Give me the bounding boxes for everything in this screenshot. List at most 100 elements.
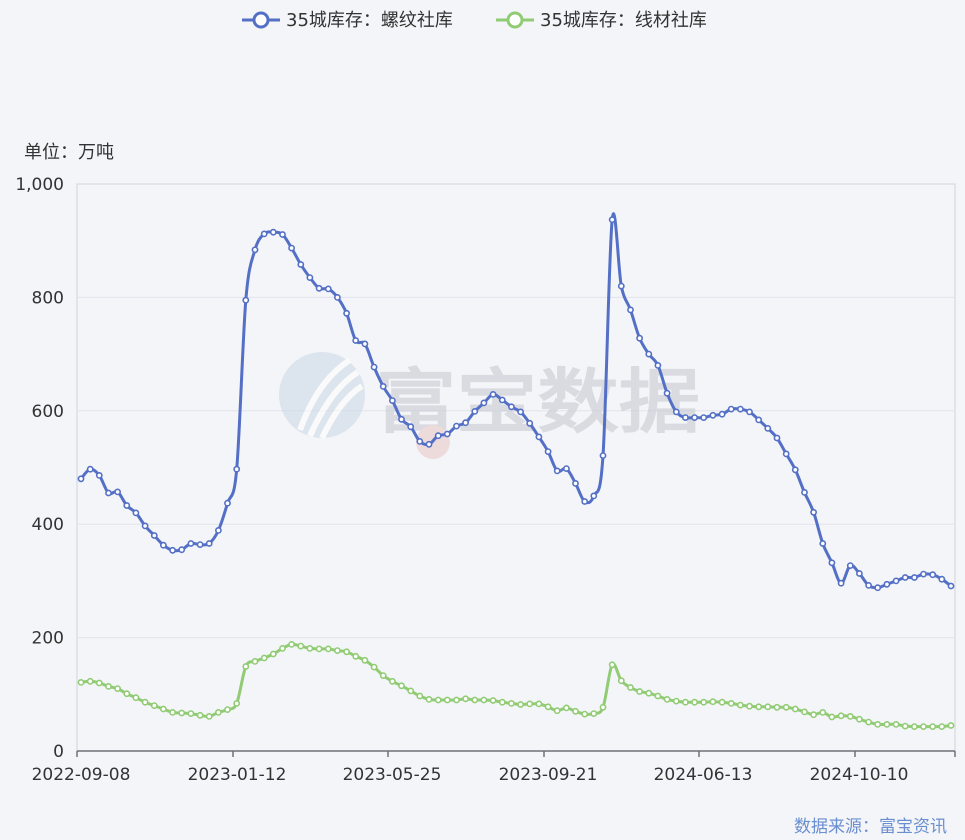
data-point[interactable] <box>388 397 396 404</box>
data-point[interactable] <box>773 703 781 711</box>
data-point[interactable] <box>892 721 900 728</box>
data-point[interactable] <box>746 702 753 710</box>
data-point[interactable] <box>416 437 424 445</box>
data-point[interactable] <box>352 652 360 660</box>
data-point[interactable] <box>260 230 268 238</box>
data-point[interactable] <box>718 410 726 418</box>
data-point[interactable] <box>132 509 140 517</box>
data-point[interactable] <box>938 575 946 583</box>
data-point[interactable] <box>526 700 534 708</box>
data-point[interactable] <box>672 408 680 416</box>
data-point[interactable] <box>150 532 158 539</box>
data-point[interactable] <box>343 309 350 317</box>
data-point[interactable] <box>727 700 735 707</box>
data-point[interactable] <box>691 698 698 706</box>
data-point[interactable] <box>169 546 176 554</box>
data-point[interactable] <box>929 723 937 730</box>
data-point[interactable] <box>663 696 671 703</box>
data-point[interactable] <box>819 540 827 547</box>
data-point[interactable] <box>462 695 469 703</box>
data-point[interactable] <box>361 656 369 664</box>
data-point[interactable] <box>691 414 698 421</box>
data-point[interactable] <box>398 415 405 423</box>
data-point[interactable] <box>709 698 717 706</box>
data-point[interactable] <box>370 663 378 671</box>
data-point[interactable] <box>398 682 405 690</box>
data-point[interactable] <box>242 296 250 304</box>
data-point[interactable] <box>856 570 863 577</box>
data-point[interactable] <box>480 399 488 407</box>
legend-item-rebar[interactable]: 35城库存：螺纹社库 <box>242 10 453 31</box>
data-point[interactable] <box>874 584 882 592</box>
data-point[interactable] <box>86 677 94 685</box>
data-point[interactable] <box>480 696 488 704</box>
data-point[interactable] <box>443 430 451 438</box>
data-point[interactable] <box>105 683 112 690</box>
data-point[interactable] <box>755 703 763 711</box>
data-point[interactable] <box>352 337 360 344</box>
data-point[interactable] <box>333 647 341 654</box>
data-point[interactable] <box>682 414 689 421</box>
series-wire[interactable] <box>77 641 955 730</box>
data-point[interactable] <box>654 361 662 369</box>
data-point[interactable] <box>361 340 369 348</box>
data-point[interactable] <box>645 689 653 697</box>
data-point[interactable] <box>901 574 909 581</box>
data-point[interactable] <box>901 722 909 730</box>
data-point[interactable] <box>224 706 231 713</box>
data-point[interactable] <box>819 709 827 716</box>
data-point[interactable] <box>114 488 121 496</box>
data-point[interactable] <box>563 465 570 472</box>
data-point[interactable] <box>544 703 552 711</box>
data-point[interactable] <box>471 696 479 704</box>
data-point[interactable] <box>471 407 479 415</box>
data-point[interactable] <box>132 694 140 702</box>
data-point[interactable] <box>553 467 561 475</box>
data-point[interactable] <box>498 396 506 404</box>
data-point[interactable] <box>654 692 662 700</box>
data-point[interactable] <box>453 696 460 704</box>
data-point[interactable] <box>617 677 625 685</box>
data-point[interactable] <box>883 580 891 588</box>
data-point[interactable] <box>233 700 241 707</box>
data-point[interactable] <box>343 648 350 656</box>
data-point[interactable] <box>251 246 259 254</box>
data-point[interactable] <box>709 411 717 419</box>
data-point[interactable] <box>105 489 112 497</box>
data-point[interactable] <box>791 466 799 474</box>
data-point[interactable] <box>947 582 955 590</box>
data-point[interactable] <box>517 701 524 708</box>
data-point[interactable] <box>572 479 579 487</box>
data-point[interactable] <box>810 711 817 719</box>
data-point[interactable] <box>920 723 927 730</box>
data-point[interactable] <box>324 645 332 653</box>
data-point[interactable] <box>159 541 167 549</box>
data-point[interactable] <box>205 713 213 720</box>
data-point[interactable] <box>718 698 726 706</box>
data-point[interactable] <box>828 713 836 721</box>
data-point[interactable] <box>590 710 598 717</box>
data-point[interactable] <box>462 419 469 427</box>
data-point[interactable] <box>233 465 241 473</box>
data-point[interactable] <box>269 650 277 658</box>
data-point[interactable] <box>517 408 524 416</box>
data-point[interactable] <box>737 701 744 709</box>
data-point[interactable] <box>425 440 433 448</box>
data-point[interactable] <box>214 709 222 716</box>
data-point[interactable] <box>453 422 460 430</box>
data-point[interactable] <box>86 465 94 473</box>
data-point[interactable] <box>608 216 616 224</box>
data-point[interactable] <box>269 228 277 236</box>
data-point[interactable] <box>242 663 250 670</box>
data-point[interactable] <box>498 698 506 706</box>
data-point[interactable] <box>553 707 561 715</box>
data-point[interactable] <box>645 350 653 358</box>
data-point[interactable] <box>782 703 790 711</box>
data-point[interactable] <box>737 405 744 413</box>
data-point[interactable] <box>187 540 195 547</box>
data-point[interactable] <box>169 709 176 716</box>
data-point[interactable] <box>920 570 927 578</box>
data-point[interactable] <box>682 698 689 706</box>
data-point[interactable] <box>773 434 781 442</box>
data-point[interactable] <box>911 723 918 730</box>
